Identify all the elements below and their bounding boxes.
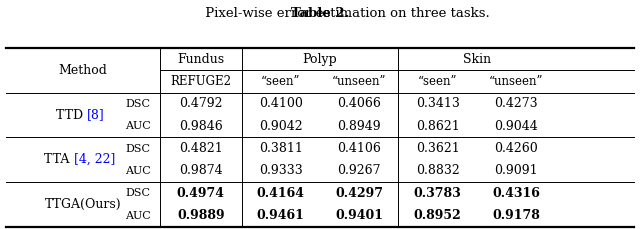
Text: 0.4792: 0.4792: [179, 97, 223, 110]
Text: 0.9874: 0.9874: [179, 164, 223, 177]
Text: 0.8621: 0.8621: [416, 120, 460, 133]
Text: “seen”: “seen”: [261, 75, 301, 88]
Text: 0.9401: 0.9401: [335, 209, 383, 222]
Text: 0.4974: 0.4974: [177, 187, 225, 200]
Text: Table 2.: Table 2.: [291, 7, 349, 20]
Text: TTD: TTD: [56, 109, 87, 122]
Text: Skin: Skin: [463, 53, 491, 66]
Text: AUC: AUC: [125, 166, 151, 176]
Text: DSC: DSC: [125, 99, 150, 109]
Text: 0.4066: 0.4066: [337, 97, 381, 110]
Text: 0.8832: 0.8832: [416, 164, 460, 177]
Text: 0.4273: 0.4273: [494, 97, 538, 110]
Text: 0.9267: 0.9267: [337, 164, 381, 177]
Text: TTD [8]: TTD [8]: [59, 109, 108, 122]
Text: Fundus: Fundus: [177, 53, 225, 66]
Text: “unseen”: “unseen”: [332, 75, 387, 88]
Text: 0.4164: 0.4164: [257, 187, 305, 200]
Text: Method: Method: [59, 64, 108, 77]
Text: 0.4316: 0.4316: [492, 187, 540, 200]
Text: 0.4821: 0.4821: [179, 142, 223, 155]
Text: 0.3413: 0.3413: [415, 97, 460, 110]
Text: 0.4260: 0.4260: [494, 142, 538, 155]
Text: TTA: TTA: [44, 153, 74, 166]
Text: “unseen”: “unseen”: [489, 75, 543, 88]
Text: 0.9178: 0.9178: [492, 209, 540, 222]
Text: 0.8949: 0.8949: [337, 120, 381, 133]
Text: “seen”: “seen”: [418, 75, 458, 88]
Text: 0.4100: 0.4100: [259, 97, 303, 110]
Text: 0.8952: 0.8952: [413, 209, 461, 222]
Text: REFUGE2: REFUGE2: [170, 75, 231, 88]
Text: 0.9461: 0.9461: [257, 209, 305, 222]
Text: 0.9044: 0.9044: [494, 120, 538, 133]
Text: TTGA(Ours): TTGA(Ours): [45, 198, 122, 211]
Text: [8]: [8]: [87, 109, 104, 122]
Text: 0.9042: 0.9042: [259, 120, 303, 133]
Text: 0.9091: 0.9091: [494, 164, 538, 177]
Text: [4, 22]: [4, 22]: [74, 153, 115, 166]
Text: 0.4297: 0.4297: [335, 187, 383, 200]
Text: 0.4106: 0.4106: [337, 142, 381, 155]
Text: DSC: DSC: [125, 188, 150, 198]
Text: TTA [4, 22]: TTA [4, 22]: [48, 153, 118, 166]
Text: 0.9889: 0.9889: [177, 209, 225, 222]
Text: 0.9333: 0.9333: [259, 164, 303, 177]
Text: DSC: DSC: [125, 144, 150, 154]
Text: 0.9846: 0.9846: [179, 120, 223, 133]
Text: 0.3621: 0.3621: [416, 142, 460, 155]
Text: AUC: AUC: [125, 210, 151, 221]
Text: Polyp: Polyp: [303, 53, 337, 66]
Text: Pixel-wise error estimation on three tasks.: Pixel-wise error estimation on three tas…: [150, 7, 490, 20]
Text: 0.3811: 0.3811: [259, 142, 303, 155]
Text: 0.3783: 0.3783: [413, 187, 461, 200]
Text: AUC: AUC: [125, 121, 151, 131]
